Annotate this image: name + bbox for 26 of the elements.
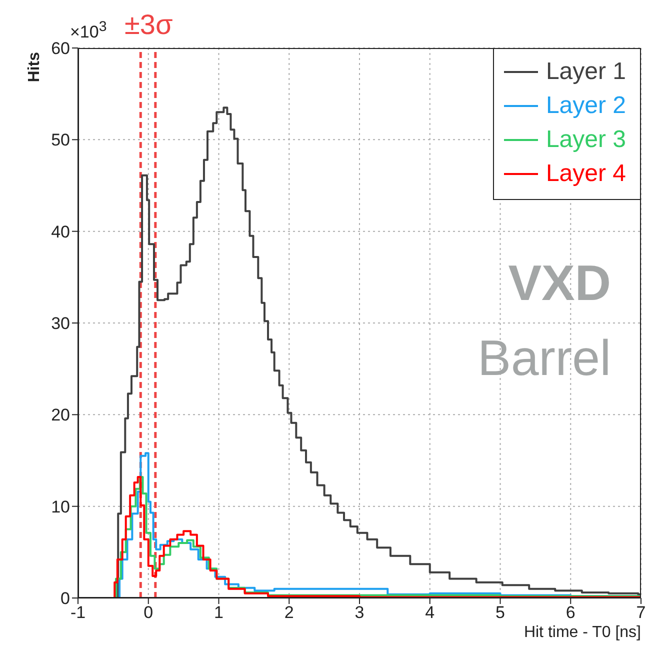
y-tick-label: 30 (51, 314, 70, 334)
legend-label: Layer 1 (546, 58, 626, 86)
x-tick-label: 2 (284, 603, 294, 622)
legend-label: Layer 4 (546, 160, 626, 188)
x-tick-label: 0 (144, 603, 154, 622)
x-tick-label: 1 (214, 603, 224, 622)
x-tick-label: -1 (70, 603, 86, 622)
x-tick-label: 5 (496, 603, 505, 622)
legend-label: Layer 3 (546, 126, 626, 154)
legend-label: Layer 2 (546, 92, 626, 120)
ref-line-label: ±3σ (124, 9, 173, 40)
text: ×10$^{3}$ (70, 19, 107, 42)
x-axis-title: Hit time - T0 [ns] (524, 624, 641, 641)
y-tick-label: 10 (51, 497, 70, 516)
y-tick-label: 60 (51, 39, 70, 58)
annotation: Barrel (478, 330, 611, 386)
y-tick-label: 20 (51, 406, 70, 425)
y-tick-label: 40 (51, 222, 70, 242)
x-tick-label: 7 (636, 603, 646, 622)
annotation: VXD (508, 255, 611, 311)
y-axis-title: Hits (26, 52, 43, 82)
x-tick-label: 3 (354, 603, 364, 622)
y-tick-label: 0 (60, 589, 70, 608)
x-tick-label: 6 (566, 603, 576, 622)
x-tick-label: 4 (425, 603, 435, 622)
y-tick-label: 50 (51, 130, 70, 150)
